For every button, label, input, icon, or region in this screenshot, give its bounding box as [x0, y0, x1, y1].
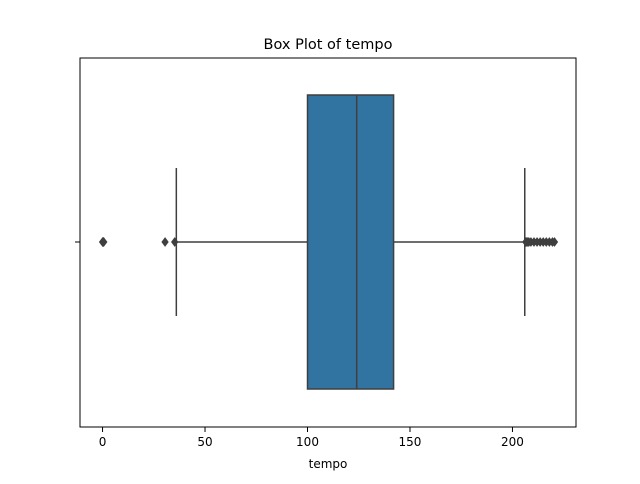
plot-area: 0 50 100 150 200 [75, 57, 577, 449]
x-tick-label: 0 [99, 435, 107, 449]
outlier-point [550, 237, 559, 247]
outlier-point [100, 237, 108, 247]
x-tick-label: 50 [197, 435, 212, 449]
x-tick-label: 200 [501, 435, 524, 449]
outlier-point [171, 237, 179, 247]
chart-title: Box Plot of tempo [264, 37, 393, 53]
x-axis-label: tempo [309, 457, 348, 471]
x-tick-label: 150 [399, 435, 422, 449]
x-tick-label: 100 [296, 435, 319, 449]
outlier-point [161, 237, 169, 247]
iqr-box [306, 94, 395, 390]
